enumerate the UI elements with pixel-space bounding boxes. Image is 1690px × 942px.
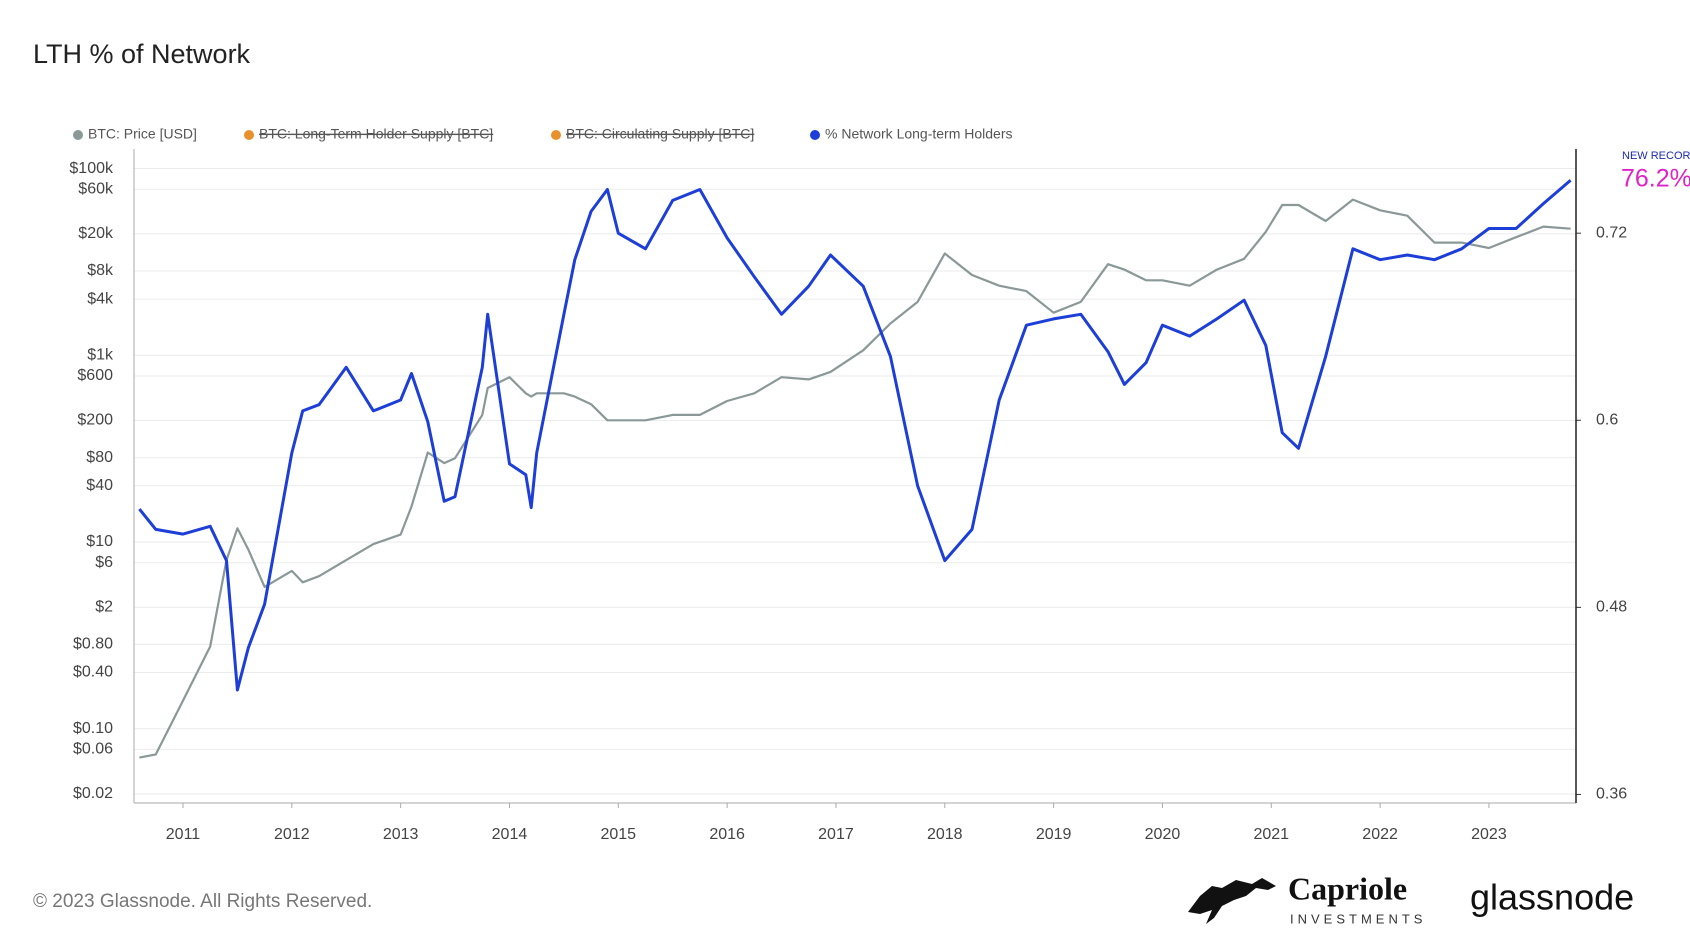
y-tick-label: $6 [95, 554, 113, 571]
x-tick-label: 2021 [1253, 826, 1289, 843]
legend-marker [244, 130, 254, 140]
y-tick-label: $4k [87, 290, 114, 307]
x-tick-label: 2015 [600, 826, 636, 843]
x-tick-label: 2022 [1362, 826, 1398, 843]
y-tick-label: $40 [86, 477, 113, 494]
y-tick-label: $10 [86, 533, 113, 550]
y-tick-label: $600 [77, 367, 113, 384]
y2-tick-label: 0.72 [1596, 224, 1627, 241]
x-tick-label: 2023 [1471, 826, 1507, 843]
brand: Capriole [1288, 870, 1407, 906]
brand-sub: INVESTMENTS [1290, 911, 1426, 926]
glassnode-logo: glassnode [1470, 877, 1634, 918]
y2-tick-label: 0.36 [1596, 786, 1627, 803]
copyright: © 2023 Glassnode. All Rights Reserved. [33, 891, 372, 912]
y-tick-label: $60k [78, 180, 114, 197]
y-tick-label: $0.06 [73, 741, 113, 758]
y-tick-label: $2 [95, 598, 113, 615]
legend-marker [73, 130, 83, 140]
x-tick-label: 2014 [492, 826, 528, 843]
y-tick-label: $0.02 [73, 785, 113, 802]
legend-label: BTC: Price [USD] [88, 126, 197, 142]
series-line [139, 198, 1571, 759]
legend-label: BTC: Long-Term Holder Supply [BTC] [259, 126, 493, 142]
y-tick-label: $100k [69, 160, 114, 177]
x-tick-label: 2017 [818, 826, 854, 843]
x-tick-label: 2018 [927, 826, 963, 843]
y-tick-label: $0.80 [73, 636, 113, 653]
legend-marker [551, 130, 561, 140]
x-tick-label: 2011 [166, 826, 201, 843]
y-tick-label: $1k [87, 346, 114, 363]
y-tick-label: $200 [77, 412, 113, 429]
annotation: NEW RECORD [1622, 150, 1690, 162]
y-tick-label: $80 [86, 449, 113, 466]
horse-logo [1188, 878, 1276, 924]
y2-tick-label: 0.48 [1596, 599, 1627, 616]
y-tick-label: $20k [78, 225, 114, 242]
legend-label: % Network Long-term Holders [825, 126, 1013, 142]
y-tick-label: $8k [87, 262, 114, 279]
x-tick-label: 2016 [709, 826, 745, 843]
x-tick-label: 2019 [1036, 826, 1072, 843]
y-tick-label: $0.40 [73, 664, 113, 681]
y2-tick-label: 0.6 [1596, 411, 1618, 428]
legend-label: BTC: Circulating Supply [BTC] [566, 126, 754, 142]
annotation: 76.2% [1621, 165, 1690, 193]
x-tick-label: 2012 [274, 826, 310, 843]
series-line [138, 179, 1572, 692]
legend-marker [810, 130, 820, 140]
x-tick-label: 2020 [1145, 826, 1181, 843]
y-tick-label: $0.10 [73, 720, 113, 737]
chart-title: LTH % of Network [33, 39, 251, 69]
x-tick-label: 2013 [383, 826, 419, 843]
